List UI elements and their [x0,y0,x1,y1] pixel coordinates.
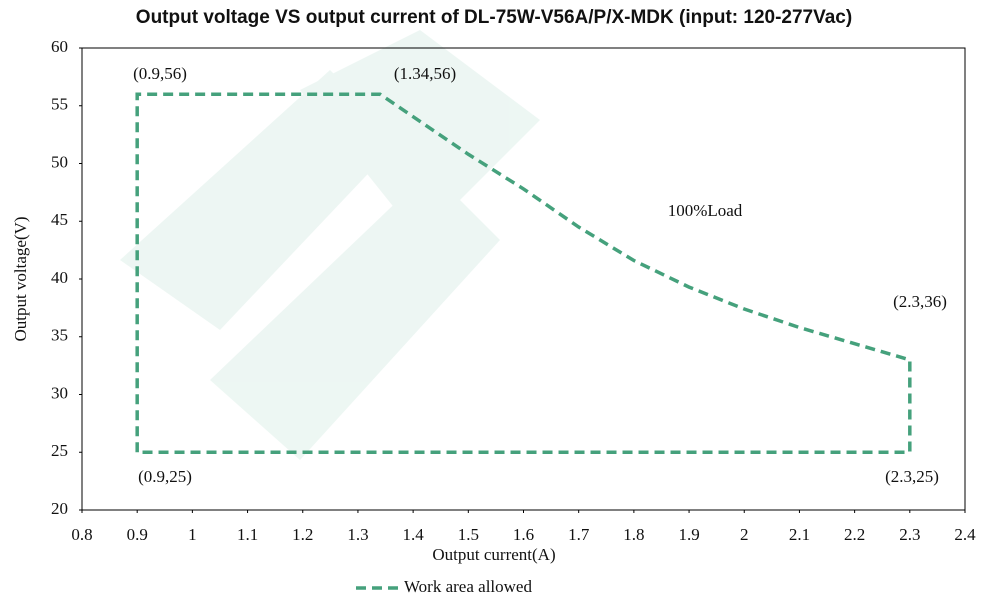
watermark-shape [210,170,500,460]
x-tick-label: 1.2 [292,525,313,544]
x-tick-label: 2 [740,525,749,544]
x-tick-label: 1.6 [513,525,534,544]
y-tick-label: 20 [51,499,68,518]
y-tick-label: 50 [51,152,68,171]
annotation: (2.3,25) [885,467,939,486]
x-tick-label: 2.3 [899,525,920,544]
watermark [120,30,540,460]
x-tick-label: 0.8 [71,525,92,544]
annotation: (0.9,25) [138,467,192,486]
annotation: 100%Load [668,201,743,220]
y-tick-label: 30 [51,383,68,402]
x-tick-label: 2.2 [844,525,865,544]
x-axis-label: Output current(A) [432,545,555,564]
x-tick-label: 1.5 [458,525,479,544]
x-tick-label: 1.7 [568,525,590,544]
legend-label: Work area allowed [404,577,532,596]
watermark-shape [300,30,540,240]
y-tick-label: 35 [51,326,68,345]
annotation: (2.3,36) [893,292,947,311]
watermark-shape [120,70,400,330]
x-tick-label: 1.8 [623,525,644,544]
annotation: (0.9,56) [133,64,187,83]
y-tick-label: 25 [51,441,68,460]
y-axis-label: Output voltage(V) [11,216,30,341]
x-tick-label: 1.9 [678,525,699,544]
x-tick-label: 1.3 [347,525,368,544]
x-tick-label: 2.1 [789,525,810,544]
y-tick-label: 60 [51,37,68,56]
y-tick-label: 45 [51,210,68,229]
x-tick-label: 1.4 [403,525,425,544]
x-tick-label: 2.4 [954,525,976,544]
y-tick-label: 55 [51,95,68,114]
x-tick-label: 1 [188,525,197,544]
x-tick-label: 0.9 [127,525,148,544]
annotation: (1.34,56) [394,64,456,83]
x-tick-label: 1.1 [237,525,258,544]
y-tick-label: 40 [51,268,68,287]
series-line [135,92,912,454]
chart-title: Output voltage VS output current of DL-7… [136,7,852,28]
